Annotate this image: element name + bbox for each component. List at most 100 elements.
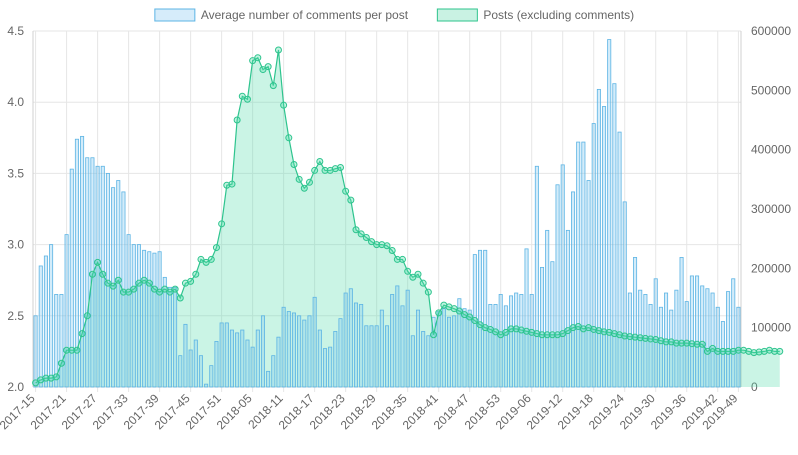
posts-point bbox=[336, 163, 344, 171]
comments-bar bbox=[69, 168, 74, 388]
y-left-tick-label: 4.5 bbox=[7, 24, 24, 38]
posts-point bbox=[517, 326, 525, 334]
y-right-tick-label: 300000 bbox=[751, 202, 791, 216]
comments-bar bbox=[33, 315, 38, 388]
posts-point bbox=[559, 330, 567, 338]
posts-point bbox=[579, 325, 587, 333]
comments-bar bbox=[85, 157, 90, 388]
posts-point bbox=[125, 288, 133, 296]
posts-point bbox=[455, 307, 463, 315]
posts-point bbox=[78, 330, 86, 338]
posts-point bbox=[88, 270, 96, 278]
posts-point bbox=[740, 346, 748, 354]
comments-bar bbox=[374, 325, 379, 388]
comments-bar bbox=[431, 316, 436, 388]
comments-bar bbox=[188, 349, 193, 388]
posts-point bbox=[523, 327, 531, 335]
comments-bar bbox=[519, 294, 524, 388]
comments-bar bbox=[328, 346, 333, 388]
comments-bar bbox=[276, 336, 281, 388]
posts-point bbox=[621, 332, 629, 340]
comments-bar bbox=[421, 331, 426, 388]
posts-point bbox=[114, 276, 122, 284]
y-left-tick-label: 3.0 bbox=[7, 238, 24, 252]
posts-point bbox=[750, 349, 758, 357]
comments-bar bbox=[333, 331, 338, 388]
posts-point bbox=[590, 325, 598, 333]
posts-point bbox=[424, 288, 432, 296]
comments-bar bbox=[710, 292, 715, 388]
posts-point bbox=[352, 226, 360, 234]
comments-bar bbox=[596, 88, 601, 388]
comments-bar bbox=[157, 251, 162, 388]
legend-label: Average number of comments per post bbox=[201, 8, 409, 22]
comments-bar bbox=[436, 311, 441, 388]
comments-bar bbox=[111, 187, 116, 388]
comments-bar bbox=[447, 316, 452, 388]
comments-bar bbox=[498, 294, 503, 388]
posts-point bbox=[616, 331, 624, 339]
legend-label: Posts (excluding comments) bbox=[483, 8, 634, 22]
posts-point bbox=[703, 347, 711, 355]
posts-point bbox=[264, 63, 272, 71]
posts-point bbox=[347, 196, 355, 204]
posts-point bbox=[223, 181, 231, 189]
y-right-tick-label: 500000 bbox=[751, 83, 791, 97]
comments-bar bbox=[591, 123, 596, 388]
comments-bar bbox=[390, 294, 395, 388]
posts-point bbox=[492, 328, 500, 336]
comments-bar bbox=[462, 308, 467, 388]
comments-bar bbox=[204, 383, 209, 388]
comments-bar bbox=[695, 275, 700, 388]
comments-bar bbox=[286, 311, 291, 388]
comments-bar bbox=[162, 276, 167, 388]
posts-point bbox=[507, 325, 515, 333]
posts-point bbox=[652, 336, 660, 344]
comments-bar bbox=[540, 266, 545, 388]
comments-bar bbox=[317, 329, 322, 388]
comments-bar bbox=[245, 339, 250, 388]
posts-point bbox=[414, 270, 422, 278]
comments-bar bbox=[260, 315, 265, 388]
posts-point bbox=[605, 328, 613, 336]
posts-point bbox=[99, 270, 107, 278]
comments-bar bbox=[266, 370, 271, 388]
posts-point bbox=[636, 334, 644, 342]
posts-point bbox=[290, 161, 298, 168]
posts-point bbox=[729, 347, 737, 355]
comments-bar bbox=[173, 286, 178, 388]
comments-bar bbox=[700, 285, 705, 388]
posts-point bbox=[388, 247, 396, 255]
comments-bar bbox=[152, 252, 157, 388]
posts-point bbox=[212, 244, 220, 252]
comments-bar bbox=[271, 355, 276, 388]
comments-bar bbox=[240, 329, 245, 388]
posts-point bbox=[109, 282, 117, 290]
comments-bar bbox=[291, 312, 296, 388]
posts-point bbox=[130, 285, 138, 293]
comments-bar bbox=[478, 249, 483, 388]
posts-point bbox=[667, 338, 675, 346]
posts-point bbox=[393, 255, 401, 263]
comments-bar bbox=[617, 131, 622, 388]
posts-point bbox=[724, 347, 732, 355]
comments-bar bbox=[348, 288, 353, 388]
posts-point bbox=[187, 277, 195, 285]
posts-point bbox=[311, 166, 319, 174]
y-right-tick-label: 200000 bbox=[751, 261, 791, 275]
comments-bar bbox=[95, 165, 100, 388]
y-right-tick-label: 600000 bbox=[751, 24, 791, 38]
posts-point bbox=[765, 346, 773, 354]
posts-point bbox=[161, 285, 169, 293]
comments-bar bbox=[488, 304, 493, 388]
comments-bar bbox=[664, 292, 669, 388]
comments-bar bbox=[338, 318, 343, 388]
comments-bar bbox=[565, 229, 570, 388]
posts-point bbox=[156, 288, 164, 296]
y-left-tick-label: 4.0 bbox=[7, 95, 24, 109]
posts-point bbox=[776, 347, 784, 355]
posts-point bbox=[207, 255, 215, 263]
posts-point bbox=[430, 331, 438, 339]
posts-point bbox=[202, 258, 210, 266]
